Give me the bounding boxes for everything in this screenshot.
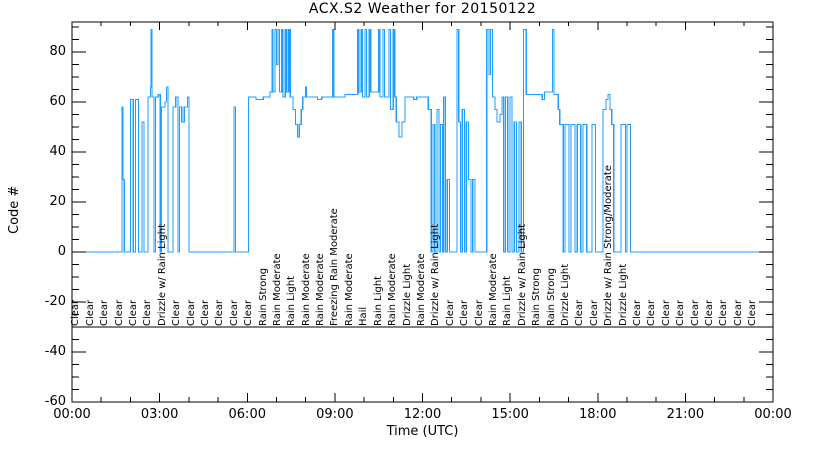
condition-label: Rain Moderate — [271, 253, 283, 326]
chart-title: ACX.S2 Weather for 20150122 — [308, 1, 537, 17]
condition-label: Rain Moderate — [315, 253, 327, 326]
condition-label: Clear — [689, 299, 701, 326]
x-tick-label: 09:00 — [316, 407, 354, 422]
condition-label: Rain Light — [372, 275, 384, 326]
x-tick-label: 18:00 — [579, 407, 617, 422]
condition-label: Rain Moderate — [487, 253, 499, 326]
condition-label: Rain Light — [502, 275, 514, 326]
condition-label: Freezing Rain Moderate — [329, 208, 341, 326]
condition-label: Clear — [142, 299, 154, 326]
x-tick-label: 00:00 — [53, 407, 91, 422]
condition-label: Clear — [171, 299, 183, 326]
condition-label: Clear — [444, 299, 456, 326]
condition-label: Rain Light — [286, 275, 298, 326]
condition-label: Clear — [70, 299, 82, 326]
condition-label: Clear — [228, 299, 240, 326]
x-tick-label: 12:00 — [403, 407, 442, 422]
x-tick-label: 21:00 — [666, 407, 705, 422]
condition-label: Clear — [243, 299, 255, 326]
condition-label: Drizzle w/ Rain Light — [516, 223, 528, 326]
x-axis-title: Time (UTC) — [386, 424, 459, 439]
condition-label: Clear — [199, 299, 211, 326]
condition-label: Drizzle Light — [617, 263, 629, 326]
condition-label: Drizzle w/ Rain Light — [156, 223, 168, 326]
y-axis-title: Code # — [7, 185, 22, 234]
y-tick-label: 40 — [49, 144, 66, 159]
condition-label: Clear — [646, 299, 658, 326]
condition-label: Rain Moderate — [343, 253, 355, 326]
condition-label: Clear — [99, 299, 111, 326]
x-tick-label: 00:00 — [754, 407, 792, 422]
y-tick-label: -20 — [44, 294, 66, 309]
condition-label: Clear — [127, 299, 139, 326]
condition-label: Clear — [718, 299, 730, 326]
condition-label: Drizzle w/ Rain Strong/Moderate — [603, 165, 615, 326]
condition-label: Drizzle w/ Rain Light — [430, 223, 442, 326]
condition-label: Clear — [214, 299, 226, 326]
weather-code-line — [72, 28, 771, 253]
condition-label: Clear — [675, 299, 687, 326]
condition-label: Clear — [574, 299, 586, 326]
y-tick-label: 60 — [49, 94, 66, 109]
y-tick-label: -40 — [44, 344, 66, 359]
condition-label: Rain Moderate — [387, 253, 399, 326]
y-tick-label: 0 — [57, 244, 66, 259]
condition-label: Clear — [732, 299, 744, 326]
condition-label: Rain Strong — [545, 267, 557, 326]
condition-label: Clear — [113, 299, 125, 326]
condition-label: Clear — [747, 299, 759, 326]
condition-label: Rain Strong — [257, 267, 269, 326]
condition-label: Clear — [704, 299, 716, 326]
y-tick-label: 20 — [49, 194, 66, 209]
condition-label: Rain Moderate — [300, 253, 312, 326]
y-tick-label: -60 — [44, 394, 66, 409]
x-tick-label: 15:00 — [491, 407, 529, 422]
condition-label: Clear — [185, 299, 197, 326]
condition-label: Rain Moderate — [415, 253, 427, 326]
condition-label: Clear — [459, 299, 471, 326]
y-tick-label: 80 — [49, 44, 66, 59]
condition-label: Clear — [660, 299, 672, 326]
axis-box — [71, 21, 774, 403]
condition-label: Rain Strong — [531, 267, 543, 326]
condition-label: Clear — [588, 299, 600, 326]
condition-label: Clear — [84, 299, 96, 326]
condition-label: Clear — [473, 299, 485, 326]
condition-label: Hail — [358, 306, 370, 326]
condition-label: Drizzle Light — [401, 263, 413, 326]
x-tick-label: 06:00 — [228, 407, 266, 422]
x-tick-label: 03:00 — [140, 407, 179, 422]
condition-label: Clear — [631, 299, 643, 326]
condition-label: Drizzle Light — [559, 263, 571, 326]
